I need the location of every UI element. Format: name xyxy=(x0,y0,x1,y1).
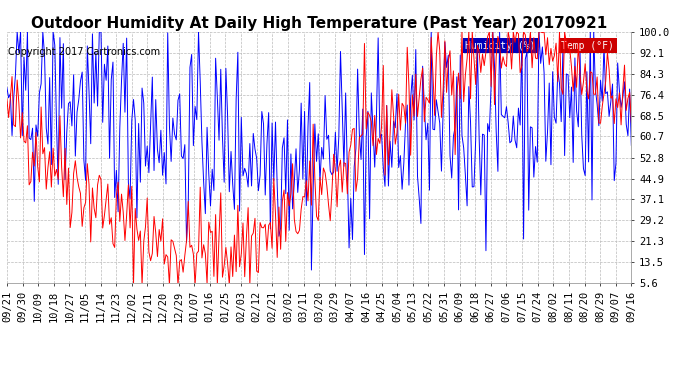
Text: Temp (°F): Temp (°F) xyxy=(561,40,614,51)
Text: Copyright 2017 Cartronics.com: Copyright 2017 Cartronics.com xyxy=(8,47,160,57)
Text: Humidity (%): Humidity (%) xyxy=(465,40,535,51)
Title: Outdoor Humidity At Daily High Temperature (Past Year) 20170921: Outdoor Humidity At Daily High Temperatu… xyxy=(31,16,607,31)
